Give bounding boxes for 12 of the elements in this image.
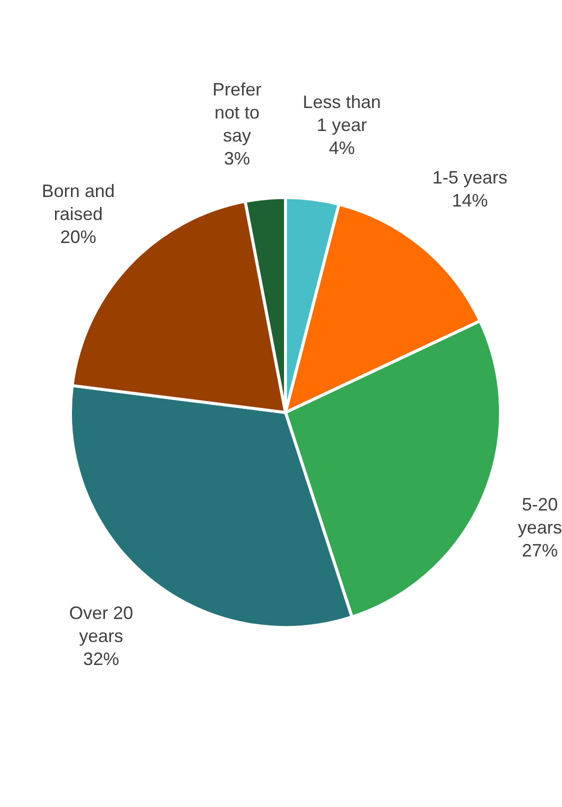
data-label: 3%	[224, 148, 250, 168]
data-label: 4%	[328, 138, 355, 158]
data-label: 27%	[522, 540, 558, 561]
data-label: 20%	[60, 226, 96, 247]
data-label: 14%	[452, 190, 488, 211]
slice-label: Prefer not to say	[212, 79, 262, 146]
data-label: 32%	[83, 648, 120, 669]
slice-label: Less than 1 year	[302, 92, 381, 135]
slice-label: Over 20 years	[69, 602, 134, 646]
slice-label: 5-20 years	[518, 494, 562, 538]
slice-label: 1-5 years	[432, 168, 508, 188]
slice-label: Born and raised	[42, 180, 115, 224]
